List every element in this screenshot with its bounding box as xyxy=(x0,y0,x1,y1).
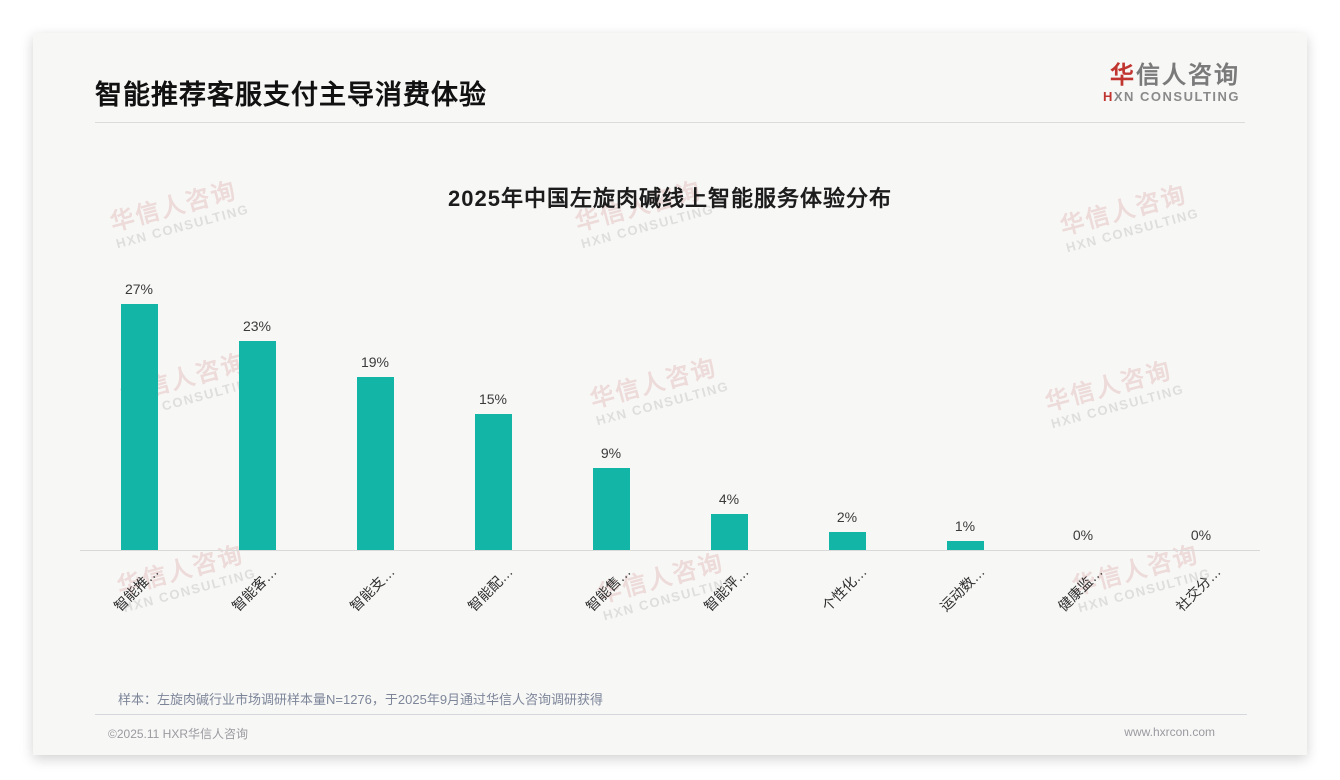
bar-value-label: 1% xyxy=(954,517,976,534)
bar-slot: 15% 智能配… xyxy=(434,263,552,615)
x-axis-label: 智能支… xyxy=(346,563,398,615)
brand-logo: 华信人咨询 HXN CONSULTING xyxy=(1102,62,1240,105)
bar-slot: 19% 智能支… xyxy=(316,263,434,614)
x-axis-label: 智能配… xyxy=(464,563,516,615)
bar xyxy=(357,377,394,550)
bar-slot: 0% 社交分… xyxy=(1142,263,1260,614)
bar-slot: 1% 运动数… xyxy=(906,263,1024,614)
bar-value-label: 0% xyxy=(1072,527,1094,543)
bar xyxy=(829,531,866,550)
bar-slot: 23% 智能客… xyxy=(198,263,316,615)
bar-slot: 2% 个性化… xyxy=(788,263,906,615)
sample-note: 样本：左旋肉碱行业市场调研样本量N=1276，于2025年9月通过华信人咨询调研… xyxy=(118,692,604,707)
page-title: 智能推荐客服支付主导消费体验 xyxy=(95,80,487,110)
x-axis-label: 智能客… xyxy=(228,563,280,615)
x-axis-label: 智能售… xyxy=(582,563,634,615)
x-axis-label: 智能推… xyxy=(110,563,162,615)
bar-slot: 27% 智能推… xyxy=(80,263,198,614)
x-axis-label: 个性化… xyxy=(818,563,870,615)
x-axis-label: 运动数… xyxy=(936,563,988,615)
bar-value-label: 4% xyxy=(718,490,740,507)
bar xyxy=(475,413,512,550)
bar-value-label: 9% xyxy=(600,445,622,462)
brand-logo-chinese: 华信人咨询 xyxy=(1110,62,1240,89)
copyright-text: ©2025.11 HXR华信人咨询 xyxy=(108,727,248,741)
bar-value-label: 15% xyxy=(478,390,508,407)
chart-title: 2025年中国左旋肉碱线上智能服务体验分布 xyxy=(448,186,892,211)
bar-value-label: 23% xyxy=(242,317,272,334)
website-url: www.hxrcon.com xyxy=(1124,725,1215,739)
x-axis-label: 社交分… xyxy=(1172,563,1224,615)
bar-chart: 27% 智能推… 23% 智能客… 19% 智能支… 15% 智能配… 9% 智能售… 4% 智能评…… xyxy=(80,263,1260,615)
bar xyxy=(593,468,630,550)
bar-slot: 9% 智能售… xyxy=(552,263,670,614)
bar xyxy=(711,513,748,550)
bar xyxy=(947,540,984,550)
x-axis-label: 健康监… xyxy=(1054,563,1106,615)
bar-value-label: 19% xyxy=(360,354,390,371)
bar-value-label: 0% xyxy=(1190,527,1212,543)
bar-slot: 0% 健康监… xyxy=(1024,263,1142,614)
bar-value-label: 2% xyxy=(836,508,858,525)
brand-logo-english: HXN CONSULTING xyxy=(1102,89,1240,105)
bar-value-label: 27% xyxy=(124,281,154,298)
x-axis-label: 智能评… xyxy=(700,563,752,615)
bar xyxy=(239,340,276,550)
report-card: 华信人咨询 HXN CONSULTING 华信人咨询 HXN CONSULTING … xyxy=(33,33,1307,755)
bar-slot: 4% 智能评… xyxy=(670,263,788,615)
header-divider xyxy=(95,122,1245,123)
bar xyxy=(121,304,158,550)
footer-divider xyxy=(95,714,1247,715)
